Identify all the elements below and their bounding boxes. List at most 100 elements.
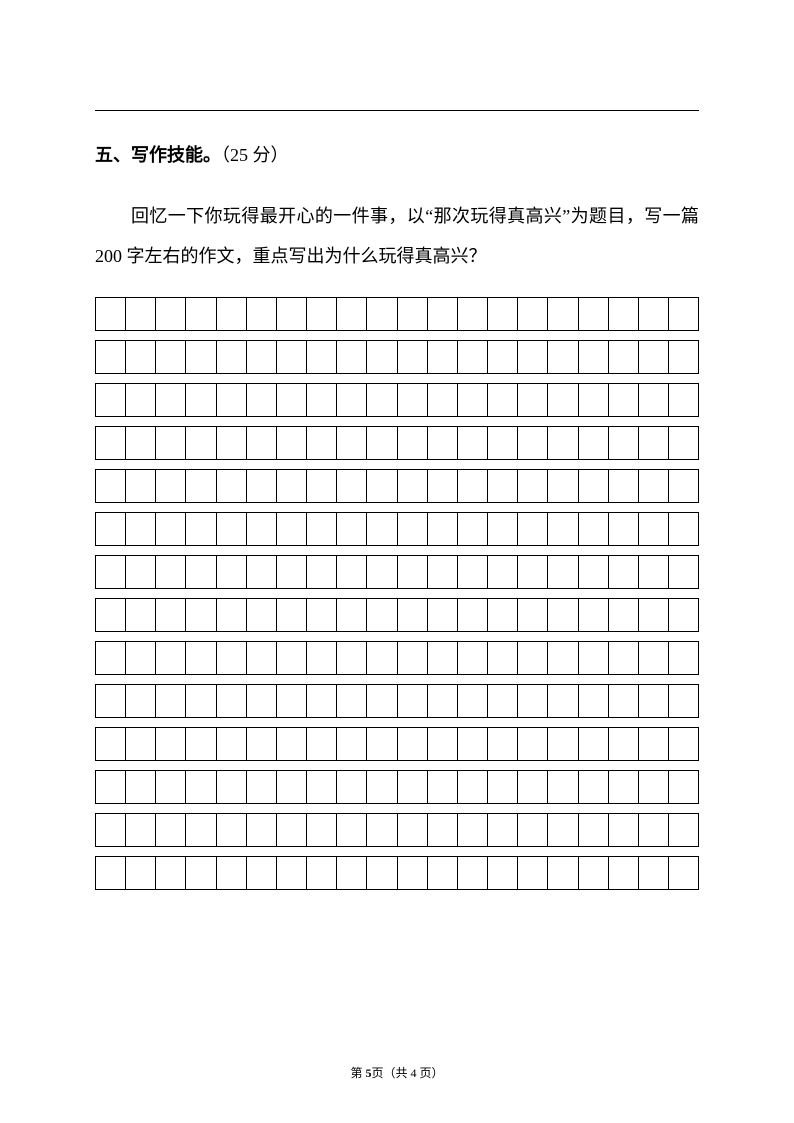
writing-grid-cell xyxy=(337,685,367,717)
writing-grid-cell xyxy=(488,513,518,545)
footer-suffix: 页） xyxy=(417,1066,444,1080)
writing-grid-cell xyxy=(458,599,488,631)
writing-grid-cell xyxy=(186,599,216,631)
writing-grid-cell xyxy=(639,685,669,717)
writing-grid-cell xyxy=(488,771,518,803)
writing-grid-cell xyxy=(428,771,458,803)
writing-grid-cell xyxy=(367,599,397,631)
writing-grid-cell xyxy=(458,728,488,760)
writing-grid-cell xyxy=(247,427,277,459)
writing-grid xyxy=(95,297,699,890)
writing-grid-cell xyxy=(126,470,156,502)
writing-grid-row xyxy=(95,813,699,847)
writing-grid-cell xyxy=(548,298,578,330)
writing-grid-cell xyxy=(609,556,639,588)
writing-grid-cell xyxy=(307,384,337,416)
writing-grid-cell xyxy=(186,513,216,545)
writing-grid-cell xyxy=(428,427,458,459)
writing-grid-cell xyxy=(217,771,247,803)
writing-grid-cell xyxy=(518,513,548,545)
writing-grid-cell xyxy=(548,513,578,545)
writing-grid-cell xyxy=(337,470,367,502)
writing-grid-cell xyxy=(96,384,126,416)
writing-grid-cell xyxy=(609,599,639,631)
writing-grid-cell xyxy=(518,470,548,502)
essay-prompt: 回忆一下你玩得最开心的一件事，以“那次玩得真高兴”为题目，写一篇 200 字左右… xyxy=(95,197,699,276)
writing-grid-cell xyxy=(217,642,247,674)
writing-grid-cell xyxy=(96,513,126,545)
writing-grid-cell xyxy=(398,685,428,717)
writing-grid-cell xyxy=(367,298,397,330)
writing-grid-cell xyxy=(307,599,337,631)
writing-grid-cell xyxy=(609,814,639,846)
section-points: （25 分） xyxy=(221,145,289,165)
writing-grid-cell xyxy=(96,814,126,846)
writing-grid-cell xyxy=(609,298,639,330)
writing-grid-cell xyxy=(488,857,518,889)
writing-grid-cell xyxy=(609,470,639,502)
writing-grid-cell xyxy=(428,728,458,760)
writing-grid-cell xyxy=(217,814,247,846)
writing-grid-row xyxy=(95,297,699,331)
writing-grid-cell xyxy=(428,341,458,373)
writing-grid-cell xyxy=(217,341,247,373)
writing-grid-cell xyxy=(488,556,518,588)
writing-grid-cell xyxy=(428,298,458,330)
writing-grid-cell xyxy=(307,298,337,330)
writing-grid-cell xyxy=(367,728,397,760)
writing-grid-cell xyxy=(579,298,609,330)
writing-grid-cell xyxy=(247,470,277,502)
writing-grid-cell xyxy=(217,599,247,631)
writing-grid-cell xyxy=(398,341,428,373)
writing-grid-cell xyxy=(518,857,548,889)
writing-grid-cell xyxy=(367,642,397,674)
footer-middle: 页（共 xyxy=(371,1066,410,1080)
writing-grid-cell xyxy=(126,642,156,674)
writing-grid-cell xyxy=(398,513,428,545)
writing-grid-cell xyxy=(247,728,277,760)
writing-grid-cell xyxy=(458,642,488,674)
writing-grid-cell xyxy=(428,642,458,674)
writing-grid-cell xyxy=(126,857,156,889)
writing-grid-row xyxy=(95,856,699,890)
writing-grid-cell xyxy=(277,384,307,416)
writing-grid-cell xyxy=(277,427,307,459)
writing-grid-cell xyxy=(217,556,247,588)
writing-grid-cell xyxy=(367,341,397,373)
writing-grid-cell xyxy=(639,857,669,889)
writing-grid-cell xyxy=(518,298,548,330)
writing-grid-cell xyxy=(458,685,488,717)
writing-grid-cell xyxy=(96,857,126,889)
writing-grid-cell xyxy=(156,771,186,803)
writing-grid-cell xyxy=(428,685,458,717)
writing-grid-cell xyxy=(548,685,578,717)
writing-grid-cell xyxy=(548,857,578,889)
writing-grid-cell xyxy=(126,728,156,760)
writing-grid-row xyxy=(95,426,699,460)
writing-grid-cell xyxy=(428,857,458,889)
writing-grid-cell xyxy=(96,298,126,330)
writing-grid-cell xyxy=(186,771,216,803)
writing-grid-row xyxy=(95,598,699,632)
writing-grid-cell xyxy=(307,341,337,373)
top-horizontal-rule xyxy=(95,110,699,111)
writing-grid-cell xyxy=(247,513,277,545)
writing-grid-cell xyxy=(669,814,698,846)
writing-grid-cell xyxy=(247,771,277,803)
writing-grid-cell xyxy=(398,470,428,502)
writing-grid-cell xyxy=(548,470,578,502)
writing-grid-cell xyxy=(398,857,428,889)
writing-grid-cell xyxy=(548,384,578,416)
writing-grid-cell xyxy=(217,728,247,760)
writing-grid-cell xyxy=(307,513,337,545)
writing-grid-row xyxy=(95,469,699,503)
writing-grid-cell xyxy=(96,341,126,373)
writing-grid-row xyxy=(95,770,699,804)
writing-grid-cell xyxy=(428,470,458,502)
writing-grid-cell xyxy=(186,470,216,502)
writing-grid-cell xyxy=(518,771,548,803)
writing-grid-cell xyxy=(367,427,397,459)
exam-page: 五、写作技能。（25 分） 回忆一下你玩得最开心的一件事，以“那次玩得真高兴”为… xyxy=(0,0,794,1123)
writing-grid-cell xyxy=(639,513,669,545)
writing-grid-cell xyxy=(247,814,277,846)
